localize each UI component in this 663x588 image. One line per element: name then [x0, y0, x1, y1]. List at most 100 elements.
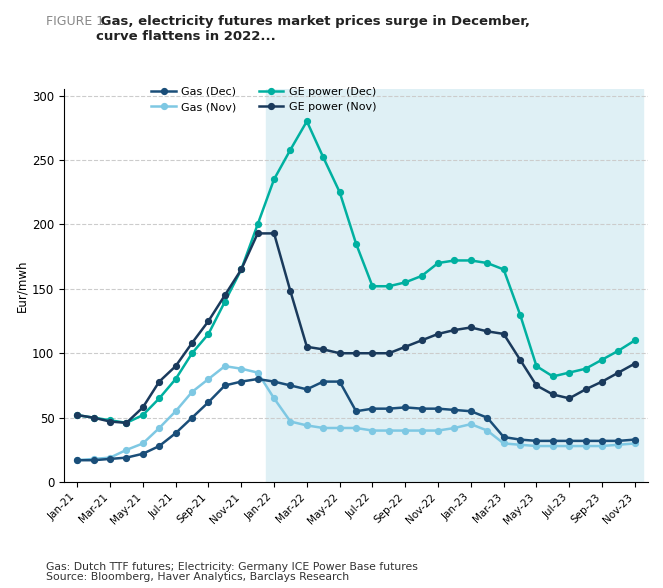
Gas (Nov) — [221, 363, 229, 370]
Gas (Dec) — [221, 382, 229, 389]
GE power (Nov) — [401, 343, 409, 350]
GE power (Dec) — [516, 311, 524, 318]
GE power (Nov) — [155, 378, 163, 385]
GE power (Dec) — [566, 369, 573, 376]
Gas (Nov) — [483, 427, 491, 434]
Text: Gas: Dutch TTF futures; Electricity: Germany ICE Power Base futures: Gas: Dutch TTF futures; Electricity: Ger… — [46, 562, 418, 572]
Gas (Nov) — [450, 425, 458, 432]
GE power (Nov) — [434, 330, 442, 338]
GE power (Dec) — [532, 363, 540, 370]
Gas (Dec) — [139, 450, 147, 457]
GE power (Dec) — [155, 395, 163, 402]
GE power (Nov) — [516, 356, 524, 363]
Gas (Dec) — [303, 386, 311, 393]
Gas (Dec) — [270, 378, 278, 385]
Gas (Dec) — [352, 407, 360, 415]
GE power (Nov) — [581, 386, 589, 393]
GE power (Dec) — [385, 283, 393, 290]
Gas (Nov) — [401, 427, 409, 434]
Gas (Dec) — [631, 436, 639, 443]
Gas (Dec) — [532, 437, 540, 445]
GE power (Dec) — [467, 257, 475, 264]
Gas (Dec) — [286, 382, 294, 389]
Gas (Dec) — [320, 378, 328, 385]
GE power (Dec) — [254, 221, 262, 228]
Gas (Nov) — [139, 440, 147, 447]
GE power (Dec) — [450, 257, 458, 264]
Gas (Dec) — [123, 454, 131, 461]
GE power (Nov) — [631, 360, 639, 367]
GE power (Dec) — [418, 272, 426, 279]
Gas (Nov) — [172, 407, 180, 415]
Line: Gas (Dec): Gas (Dec) — [74, 376, 638, 463]
Gas (Dec) — [549, 437, 557, 445]
GE power (Nov) — [450, 326, 458, 333]
GE power (Dec) — [237, 266, 245, 273]
Text: FIGURE 1.: FIGURE 1. — [46, 15, 109, 28]
Gas (Nov) — [467, 420, 475, 427]
Gas (Dec) — [615, 437, 623, 445]
GE power (Dec) — [615, 347, 623, 354]
Gas (Nov) — [188, 389, 196, 396]
Gas (Dec) — [254, 376, 262, 383]
Gas (Nov) — [385, 427, 393, 434]
GE power (Nov) — [270, 230, 278, 237]
Gas (Nov) — [254, 369, 262, 376]
GE power (Dec) — [172, 376, 180, 383]
Gas (Nov) — [549, 443, 557, 450]
Gas (Nov) — [352, 425, 360, 432]
GE power (Nov) — [385, 350, 393, 357]
GE power (Nov) — [123, 419, 131, 426]
GE power (Dec) — [286, 146, 294, 153]
GE power (Dec) — [204, 330, 212, 338]
Gas (Dec) — [467, 407, 475, 415]
Gas (Nov) — [123, 446, 131, 453]
Gas (Dec) — [566, 437, 573, 445]
GE power (Nov) — [483, 328, 491, 335]
GE power (Dec) — [598, 356, 606, 363]
Y-axis label: Eur/mwh: Eur/mwh — [15, 259, 28, 312]
GE power (Dec) — [74, 412, 82, 419]
GE power (Nov) — [106, 418, 114, 425]
GE power (Dec) — [434, 259, 442, 266]
GE power (Nov) — [204, 318, 212, 325]
Gas (Nov) — [369, 427, 377, 434]
GE power (Dec) — [90, 414, 97, 421]
Gas (Dec) — [106, 455, 114, 462]
Text: Source: Bloomberg, Haver Analytics, Barclays Research: Source: Bloomberg, Haver Analytics, Barc… — [46, 572, 349, 582]
Gas (Nov) — [270, 395, 278, 402]
Gas (Nov) — [335, 425, 343, 432]
GE power (Nov) — [418, 337, 426, 344]
GE power (Nov) — [254, 230, 262, 237]
Gas (Nov) — [418, 427, 426, 434]
Gas (Nov) — [631, 440, 639, 447]
GE power (Nov) — [369, 350, 377, 357]
GE power (Nov) — [74, 412, 82, 419]
GE power (Nov) — [172, 363, 180, 370]
GE power (Dec) — [500, 266, 508, 273]
GE power (Dec) — [188, 350, 196, 357]
GE power (Dec) — [581, 365, 589, 372]
GE power (Nov) — [615, 369, 623, 376]
GE power (Dec) — [303, 118, 311, 125]
Gas (Nov) — [581, 443, 589, 450]
Line: Gas (Nov): Gas (Nov) — [74, 363, 638, 463]
GE power (Nov) — [566, 395, 573, 402]
GE power (Nov) — [320, 346, 328, 353]
GE power (Nov) — [352, 350, 360, 357]
Bar — [266, 89, 643, 482]
GE power (Dec) — [123, 419, 131, 426]
Gas (Nov) — [500, 440, 508, 447]
GE power (Nov) — [139, 404, 147, 411]
Gas (Dec) — [172, 430, 180, 437]
GE power (Nov) — [221, 292, 229, 299]
Text: Gas, electricity futures market prices surge in December,
curve flattens in 2022: Gas, electricity futures market prices s… — [96, 15, 530, 43]
Line: GE power (Dec): GE power (Dec) — [74, 118, 638, 426]
GE power (Dec) — [352, 240, 360, 247]
Line: GE power (Nov): GE power (Nov) — [74, 230, 638, 426]
GE power (Dec) — [549, 373, 557, 380]
Gas (Nov) — [90, 455, 97, 462]
GE power (Dec) — [270, 176, 278, 183]
GE power (Dec) — [139, 412, 147, 419]
GE power (Nov) — [467, 324, 475, 331]
